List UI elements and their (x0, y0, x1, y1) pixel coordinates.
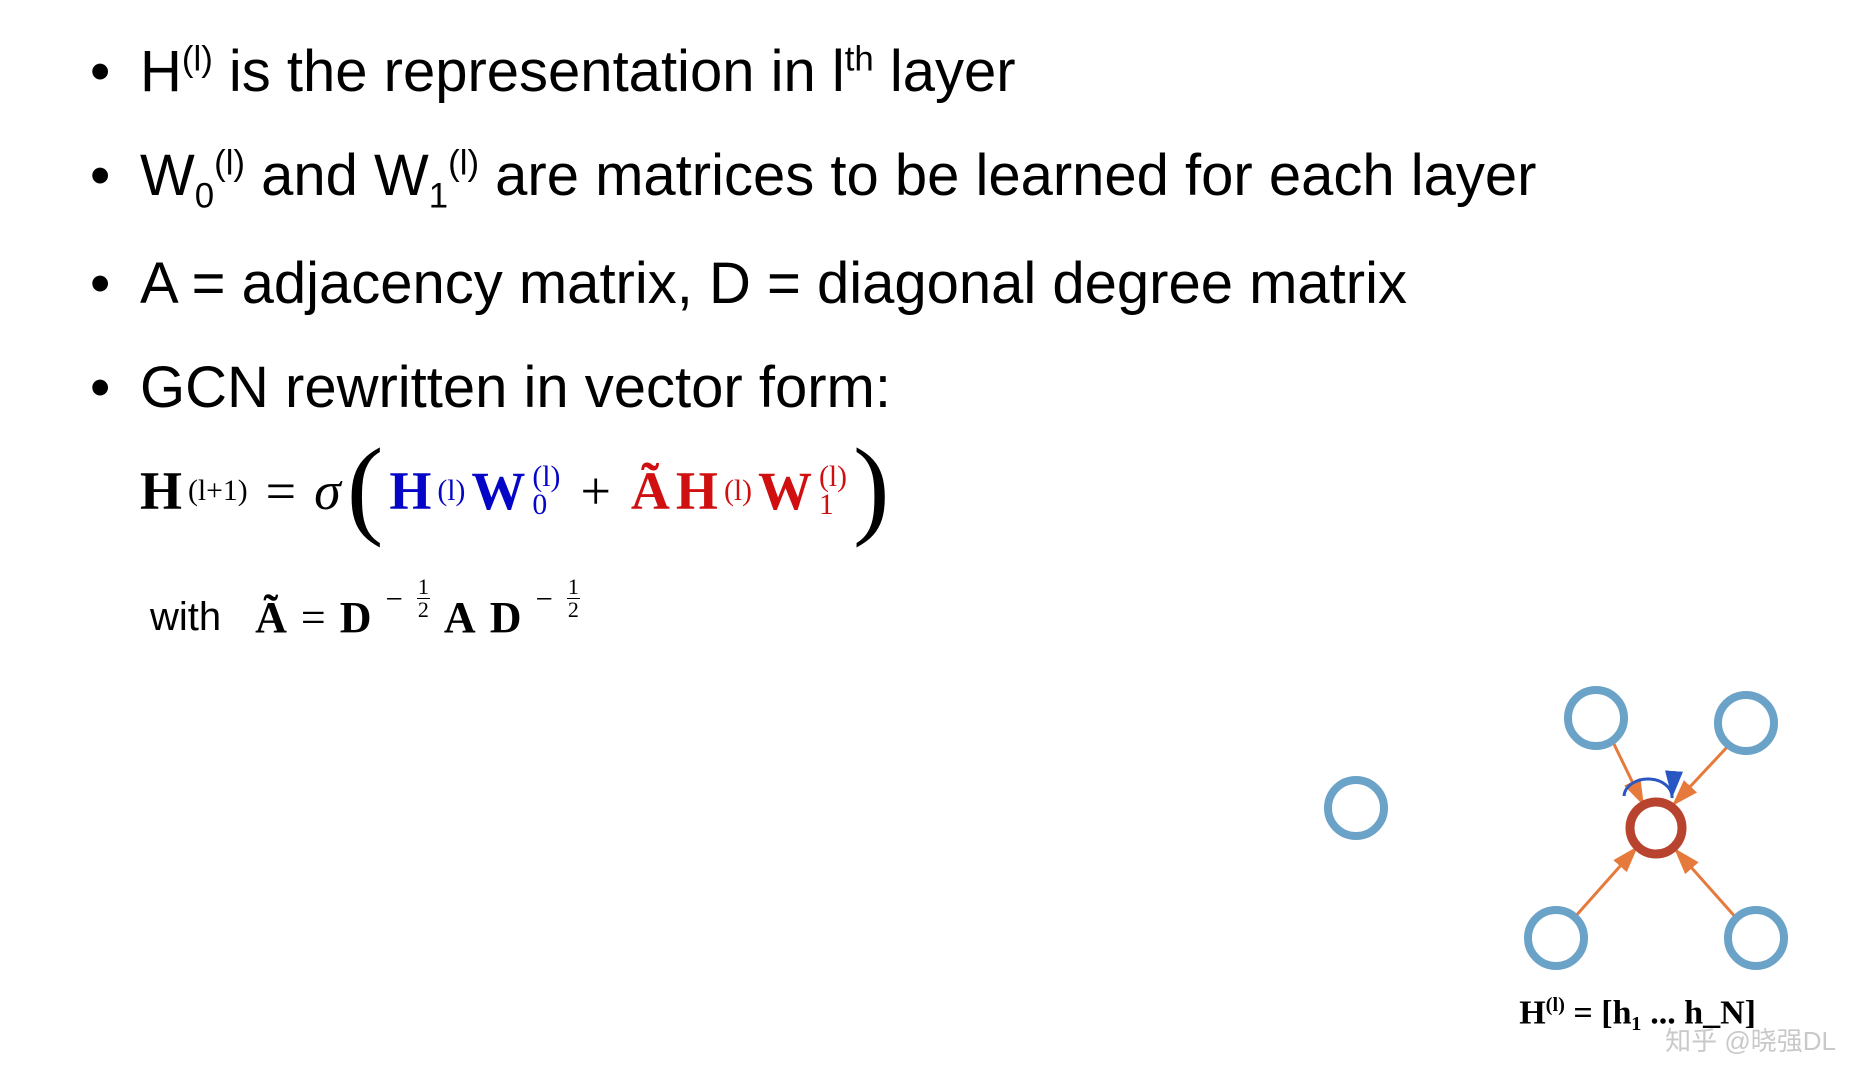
graph-diagram: H(l) = [h₁ ... h_N] (1276, 678, 1796, 1038)
b1-post: layer (874, 39, 1016, 104)
f2-Atilde: Ã (255, 592, 287, 643)
f1-W0sup: (l) (532, 463, 560, 491)
f1-lblue: (l) (437, 475, 465, 508)
b1-sup1: (l) (182, 40, 213, 79)
f2-neg2: − (535, 582, 552, 617)
main-formula: H(l+1) = σ ( H(l) W(l)0 + Ã H(l) W(l)1 ) (140, 460, 1806, 522)
f1-W0: W (471, 460, 525, 522)
bullet-1: H(l) is the representation in lth layer (90, 30, 1806, 114)
f2-D2: D (490, 592, 522, 643)
second-formula: with Ã = D−12 A D−12 (140, 592, 1806, 643)
f1-W0sub: 0 (532, 491, 560, 519)
hl-H: H (1519, 994, 1545, 1031)
f2-h1n: 1 (417, 576, 430, 599)
b2-w0p: (l) (214, 144, 245, 183)
b2-w1s: 1 (429, 177, 448, 216)
f2-eq: = (301, 592, 326, 643)
f1-W1sub: 1 (819, 491, 847, 519)
b4-text: GCN rewritten in vector form: (140, 355, 891, 420)
b2-post: are matrices to be learned for each laye… (479, 143, 1536, 208)
f1-lred: (l) (724, 475, 752, 508)
f2-A: A (444, 592, 476, 643)
f2-with: with (150, 595, 221, 640)
h-vector-label: H(l) = [h₁ ... h_N] (1519, 994, 1756, 1032)
f2-neg1: − (386, 582, 403, 617)
b2-and: and (245, 143, 374, 208)
f2-D1: D (340, 592, 372, 643)
f1-W0ss: (l)0 (532, 463, 560, 519)
f1-Atilde: Ã (631, 460, 670, 522)
f2-half2: 12 (567, 576, 580, 621)
f1-Hblue: H (389, 460, 431, 522)
hl-rest: [h₁ ... h_N] (1601, 994, 1756, 1031)
f1-H: H (140, 460, 182, 522)
b1-mid: is the representation in l (213, 39, 845, 104)
b2-w0b: W (140, 143, 195, 208)
f1-W1: W (758, 460, 812, 522)
f1-sigma: σ (314, 460, 341, 522)
f2-h2n: 1 (567, 576, 580, 599)
bullet-list: H(l) is the representation in lth layer … (60, 30, 1806, 430)
f1-eq: = (266, 460, 296, 522)
b2-w0s: 0 (195, 177, 214, 216)
f2-h1d: 2 (417, 599, 430, 621)
b2-w1p: (l) (448, 144, 479, 183)
hl-sup: (l) (1546, 994, 1565, 1016)
f1-W1sup: (l) (819, 463, 847, 491)
formula-area: H(l+1) = σ ( H(l) W(l)0 + Ã H(l) W(l)1 )… (60, 460, 1806, 643)
bullet-4: GCN rewritten in vector form: (90, 346, 1806, 430)
f1-Hred: H (676, 460, 718, 522)
f2-h2d: 2 (567, 599, 580, 621)
b3-text: A = adjacency matrix, D = diagonal degre… (140, 251, 1407, 316)
b2-w1b: W (374, 143, 429, 208)
b1-pre: H (140, 39, 182, 104)
graph-svg (1276, 678, 1796, 998)
b1-sup2: th (845, 40, 874, 79)
f1-plus: + (580, 460, 610, 522)
f1-W1ss: (l)1 (819, 463, 847, 519)
f1-lp1: (l+1) (188, 475, 248, 508)
f2-half1: 12 (417, 576, 430, 621)
bullet-3: A = adjacency matrix, D = diagonal degre… (90, 242, 1806, 326)
hl-eq: = (1565, 994, 1601, 1031)
bullet-2: W0(l) and W1(l) are matrices to be learn… (90, 134, 1806, 222)
